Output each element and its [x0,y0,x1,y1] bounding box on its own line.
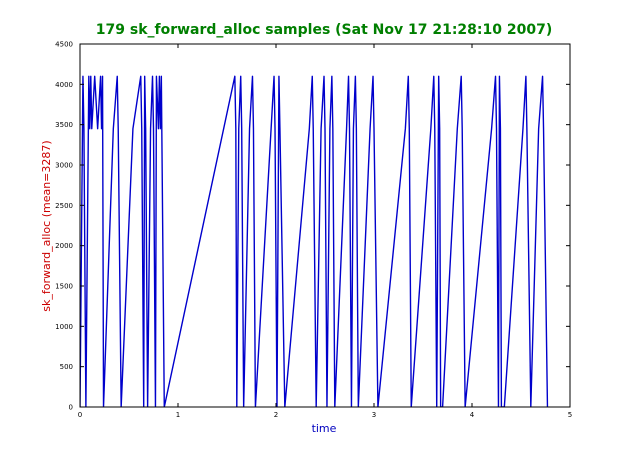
axes: 0 1 2 3 4 5 0 500 1000 1500 2000 2500 3000 3500 4000 45… [55,41,572,420]
x-tick-label: 0 [78,411,82,419]
y-tick-label: 4000 [55,81,73,89]
plot-area [80,75,549,407]
y-tick-label: 500 [60,363,73,371]
x-tick-label: 5 [568,411,572,419]
x-tick-label: 1 [176,411,180,419]
y-tick-label: 2500 [55,202,73,210]
x-tick-label: 2 [274,411,278,419]
chart-title: 179 sk_forward_alloc samples (Sat Nov 17… [96,22,552,38]
x-tick-label: 3 [372,411,376,419]
y-tick-label: 1000 [55,323,73,331]
x-tick-label: 4 [470,411,475,419]
y-tick-label: 1500 [55,283,73,291]
y-tick-label: 4500 [55,41,73,49]
y-tick-label: 2000 [55,242,73,250]
axes-frame [79,43,571,408]
y-axis-title: sk_forward_alloc (mean=3287) [40,140,53,311]
series-line-0 [80,75,549,407]
y-tick-label: 0 [69,404,73,412]
x-axis-title: time [312,422,337,435]
y-tick-label: 3500 [55,121,73,129]
y-tick-label: 3000 [55,162,73,170]
